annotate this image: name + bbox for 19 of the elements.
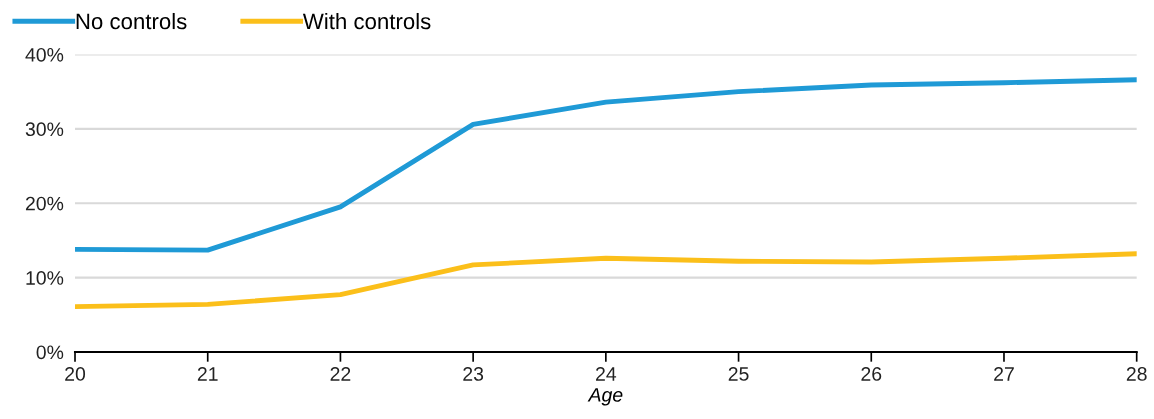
- x-tick-label: 26: [861, 367, 882, 381]
- y-tick-label: 20%: [25, 196, 64, 211]
- x-tick-label: 25: [728, 367, 749, 381]
- legend-label: With controls: [302, 12, 431, 30]
- y-tick-label: 0%: [36, 345, 64, 360]
- x-tick-label: 28: [1126, 367, 1147, 381]
- x-axis-title: Age: [587, 388, 623, 406]
- x-tick-label: 23: [463, 367, 484, 381]
- x-tick-label: 24: [596, 367, 617, 381]
- x-tick-label: 22: [330, 367, 351, 381]
- y-tick-label: 10%: [26, 271, 64, 285]
- y-tick-label: 40%: [25, 47, 64, 62]
- x-tick-label: 20: [65, 367, 86, 381]
- legend-label: No controls: [76, 12, 187, 30]
- y-tick-label: 30%: [25, 122, 64, 137]
- x-tick-label: 21: [197, 367, 218, 381]
- line-series: [75, 251, 1137, 310]
- x-tick-label: 27: [994, 367, 1014, 381]
- line-series: [75, 77, 1137, 253]
